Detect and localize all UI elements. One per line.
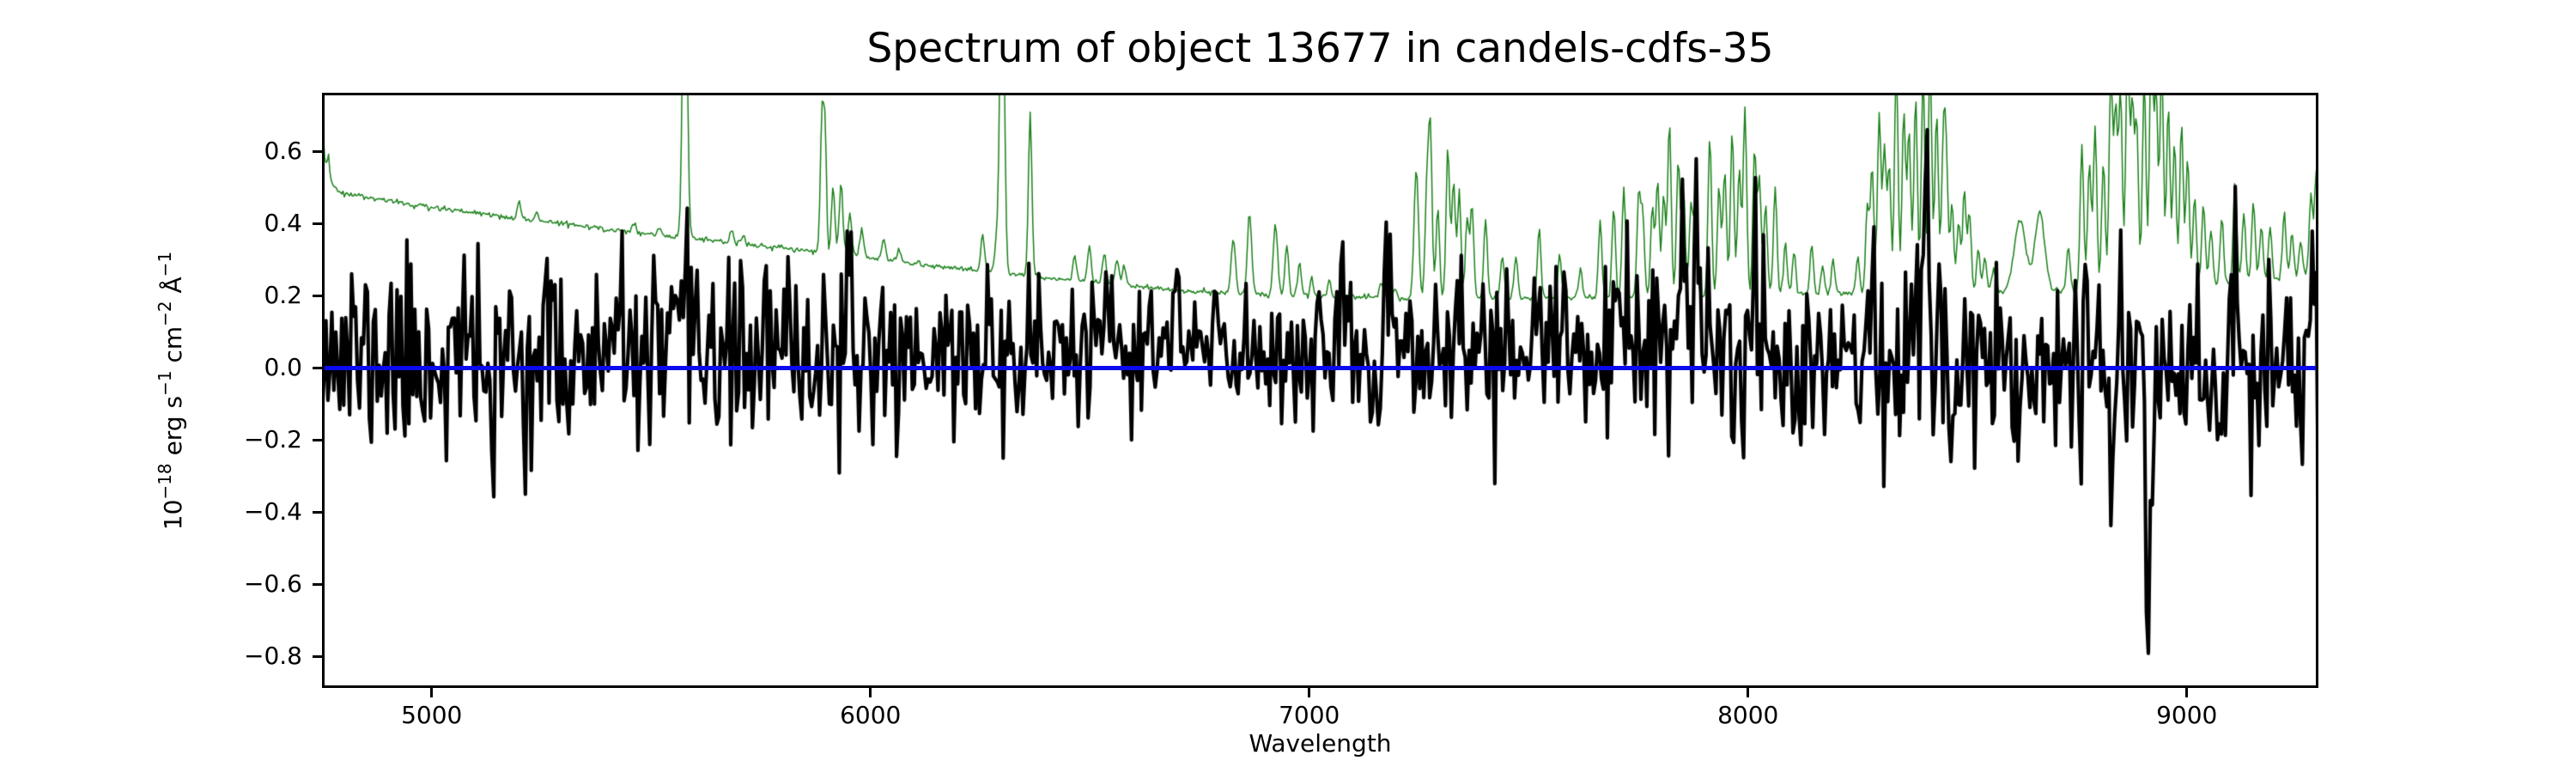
x-tick bbox=[2185, 688, 2189, 697]
y-tick bbox=[313, 366, 322, 369]
x-tick bbox=[1308, 688, 1311, 697]
zero-line bbox=[325, 365, 2316, 370]
y-tick bbox=[313, 222, 322, 225]
x-tick bbox=[869, 688, 872, 697]
y-tick-label: 0.6 bbox=[264, 137, 302, 166]
y-tick-label: −0.8 bbox=[244, 642, 302, 671]
y-tick bbox=[313, 438, 322, 441]
y-tick bbox=[313, 510, 322, 514]
x-tick-label: 7000 bbox=[1279, 701, 1340, 729]
y-tick bbox=[313, 582, 322, 586]
x-tick-label: 9000 bbox=[2156, 701, 2218, 729]
plot-canvas bbox=[322, 93, 2318, 688]
y-tick bbox=[313, 654, 322, 658]
x-tick bbox=[430, 688, 434, 697]
y-tick-label: 0.4 bbox=[264, 209, 302, 238]
x-tick bbox=[1747, 688, 1750, 697]
y-tick-label: 0.0 bbox=[264, 353, 302, 382]
x-axis-label: Wavelength bbox=[1249, 729, 1392, 758]
y-tick-label: −0.2 bbox=[244, 425, 302, 454]
plot-title: Spectrum of object 13677 in candels-cdfs… bbox=[866, 25, 1774, 72]
y-tick-label: −0.4 bbox=[244, 497, 302, 526]
y-tick-label: −0.6 bbox=[244, 569, 302, 599]
y-tick bbox=[313, 294, 322, 297]
x-tick-label: 8000 bbox=[1717, 701, 1779, 729]
y-label-exponent: −18 bbox=[154, 463, 175, 500]
y-label-exponent: −1 bbox=[154, 251, 175, 277]
y-tick bbox=[313, 149, 322, 153]
y-tick-label: 0.2 bbox=[264, 281, 302, 310]
x-tick-label: 5000 bbox=[401, 701, 463, 729]
x-tick-label: 6000 bbox=[840, 701, 902, 729]
